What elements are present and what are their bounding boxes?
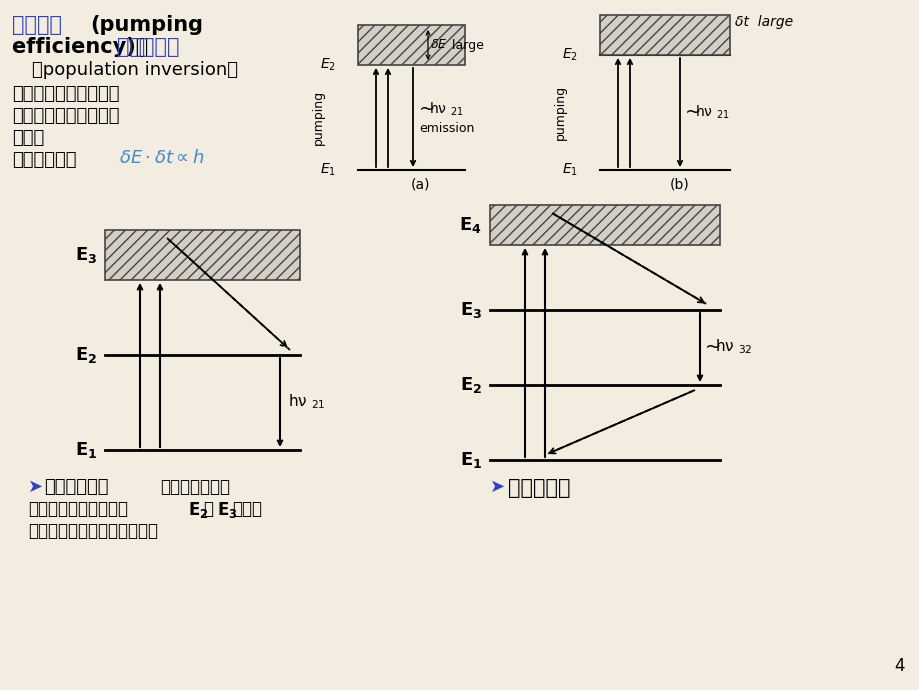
Bar bbox=[599, 15, 729, 55]
Text: hν $_{21}$: hν $_{21}$ bbox=[428, 100, 463, 118]
Text: 助的衰退用虚线表示，: 助的衰退用虚线表示， bbox=[28, 500, 128, 518]
Text: $\mathbf{E_3}$: $\mathbf{E_3}$ bbox=[217, 500, 237, 520]
Text: hν $_{21}$: hν $_{21}$ bbox=[288, 393, 325, 411]
Text: ➤: ➤ bbox=[490, 478, 505, 496]
Text: pumping: pumping bbox=[553, 84, 566, 139]
Text: $E_1$: $E_1$ bbox=[562, 161, 577, 178]
Text: 三能级激光：: 三能级激光： bbox=[44, 478, 108, 496]
Text: 测不准原理：: 测不准原理： bbox=[12, 151, 76, 169]
Text: (pumping: (pumping bbox=[90, 15, 203, 35]
Text: 四能级激光: 四能级激光 bbox=[507, 478, 570, 498]
Text: $E_2$: $E_2$ bbox=[562, 47, 577, 63]
Text: (a): (a) bbox=[411, 178, 430, 192]
Bar bbox=[105, 230, 300, 280]
Text: E: E bbox=[437, 39, 446, 52]
Text: $\delta E \cdot \delta t \propto h$: $\delta E \cdot \delta t \propto h$ bbox=[119, 149, 204, 167]
Text: large: large bbox=[448, 39, 483, 52]
Text: $\mathbf{E_4}$: $\mathbf{E_4}$ bbox=[459, 215, 482, 235]
Text: hν $_{21}$: hν $_{21}$ bbox=[694, 104, 729, 121]
Text: ~: ~ bbox=[685, 103, 700, 121]
Bar bbox=[357, 25, 464, 65]
Text: 非辐射、声子辅: 非辐射、声子辅 bbox=[160, 478, 230, 496]
Text: emission: emission bbox=[418, 123, 474, 135]
Text: ~: ~ bbox=[418, 99, 435, 119]
Text: δt  large: δt large bbox=[734, 15, 792, 29]
Text: ~: ~ bbox=[704, 337, 720, 357]
Text: 约，所以不会产生激光: 约，所以不会产生激光 bbox=[12, 107, 119, 125]
Text: $\mathbf{E_2}$: $\mathbf{E_2}$ bbox=[460, 375, 482, 395]
Text: $E_1$: $E_1$ bbox=[320, 161, 335, 178]
Text: $\mathbf{E_2}$: $\mathbf{E_2}$ bbox=[187, 500, 209, 520]
Text: $\mathbf{E_1}$: $\mathbf{E_1}$ bbox=[460, 450, 482, 470]
Text: ➤: ➤ bbox=[28, 478, 43, 496]
Text: 4: 4 bbox=[893, 657, 904, 675]
Text: 在两能级体系中相互制: 在两能级体系中相互制 bbox=[12, 85, 119, 103]
Text: 高反转数和高泵浦效率的能级: 高反转数和高泵浦效率的能级 bbox=[28, 522, 158, 540]
Text: δ: δ bbox=[430, 39, 438, 52]
Text: 泵浦效率: 泵浦效率 bbox=[12, 15, 62, 35]
Text: hν $_{32}$: hν $_{32}$ bbox=[714, 337, 752, 356]
Text: (b): (b) bbox=[669, 178, 689, 192]
Text: 行为。: 行为。 bbox=[12, 129, 44, 147]
Text: （population inversion）: （population inversion） bbox=[32, 61, 238, 79]
Text: 、: 、 bbox=[203, 500, 213, 518]
Bar bbox=[490, 205, 720, 245]
Text: $\mathbf{E_2}$: $\mathbf{E_2}$ bbox=[74, 345, 96, 365]
Text: $E_2$: $E_2$ bbox=[320, 57, 335, 73]
Text: $\mathbf{E_3}$: $\mathbf{E_3}$ bbox=[460, 300, 482, 320]
Text: 占据数反转: 占据数反转 bbox=[117, 37, 179, 57]
Text: 分别是: 分别是 bbox=[232, 500, 262, 518]
Text: $\mathbf{E_1}$: $\mathbf{E_1}$ bbox=[74, 440, 96, 460]
Text: $\mathbf{E_3}$: $\mathbf{E_3}$ bbox=[74, 245, 96, 265]
Text: pumping: pumping bbox=[312, 90, 324, 145]
Text: efficiency)和: efficiency)和 bbox=[12, 37, 155, 57]
